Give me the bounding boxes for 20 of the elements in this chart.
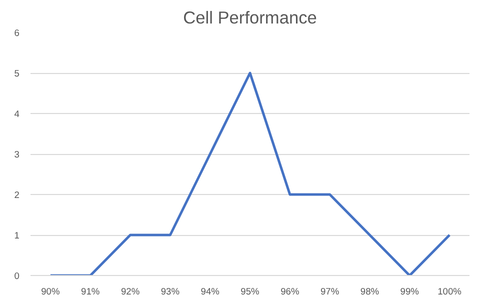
x-tick-label: 91% (81, 286, 100, 296)
x-tick-label: 94% (200, 286, 220, 296)
line-series (49, 72, 451, 276)
y-tick-label: 3 (14, 150, 20, 160)
y-tick-label: 0 (14, 271, 20, 281)
x-tick-label: 92% (120, 286, 140, 296)
y-tick-label: 2 (14, 190, 20, 200)
y-tick-label: 5 (14, 68, 20, 78)
x-tick-label: 90% (41, 286, 60, 296)
chart-title: Cell Performance (183, 8, 317, 28)
y-tick-label: 1 (14, 230, 20, 240)
x-tick-label: 98% (360, 286, 380, 296)
y-tick-label: 6 (14, 28, 20, 38)
x-tick-label: 97% (320, 286, 340, 296)
x-tick-label: 100% (438, 286, 462, 296)
x-tick-label: 95% (240, 286, 260, 296)
x-tick-label: 93% (160, 286, 180, 296)
y-tick-label: 4 (14, 109, 20, 119)
x-tick-label: 99% (400, 286, 419, 296)
x-tick-label: 96% (280, 286, 300, 296)
